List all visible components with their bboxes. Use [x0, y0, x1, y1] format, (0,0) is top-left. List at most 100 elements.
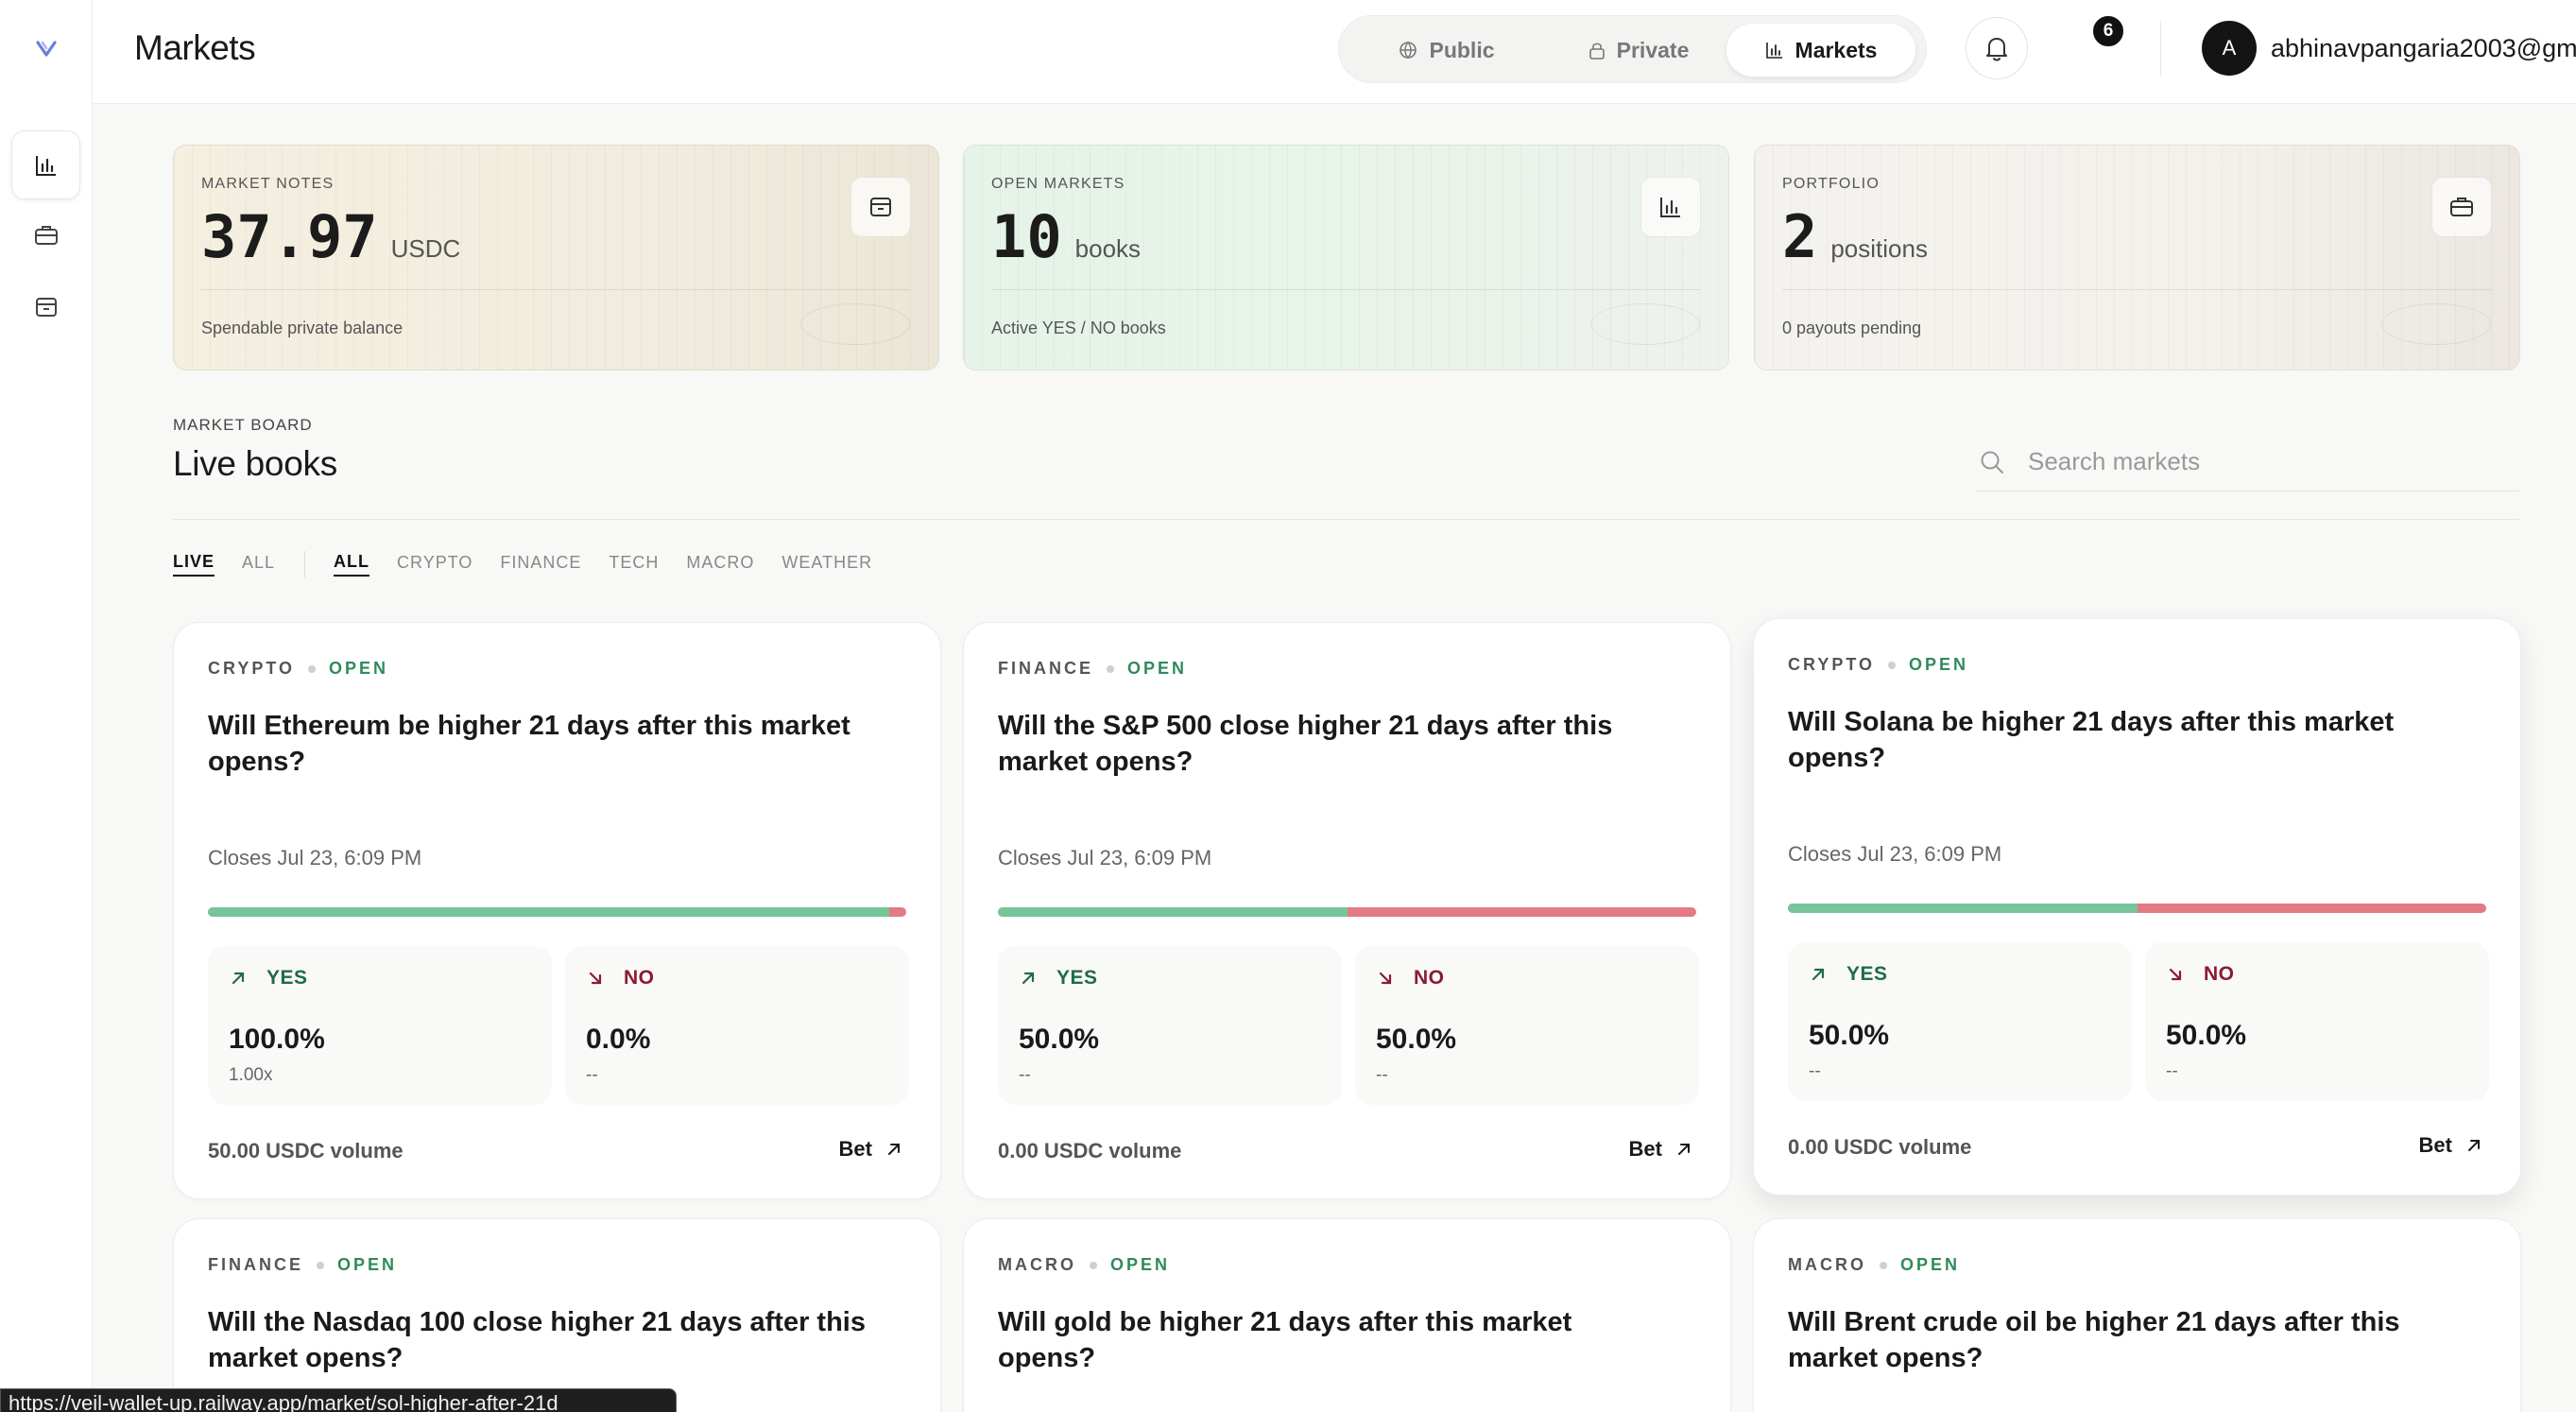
- market-question[interactable]: Will Solana be higher 21 days after this…: [1788, 707, 2395, 773]
- stat-divider: [1782, 289, 2491, 290]
- board-kicker: MARKET BOARD: [173, 416, 313, 434]
- market-question[interactable]: Will Ethereum be higher 21 days after th…: [208, 711, 850, 777]
- bet-button[interactable]: Bet: [1629, 1137, 1692, 1162]
- option-no-pct: 50.0%: [1376, 1024, 1457, 1055]
- card-meta: CRYPTO OPEN: [1788, 655, 1968, 675]
- tab-public[interactable]: Public: [1362, 24, 1532, 77]
- page-title: Markets: [134, 28, 256, 67]
- market-card[interactable]: MACRO OPEN Will Brent crude oil be highe…: [1753, 1218, 2521, 1412]
- filter-bar: LIVE ALL ALL CRYPTO FINANCE TECH MACRO W…: [173, 550, 900, 578]
- market-card[interactable]: FINANCE OPEN Will the Nasdaq 100 close h…: [173, 1218, 941, 1412]
- filter-status-all[interactable]: ALL: [242, 553, 276, 572]
- market-question[interactable]: Will the S&P 500 close higher 21 days af…: [998, 711, 1613, 777]
- briefcase-icon: [34, 225, 58, 245]
- filter-category-all[interactable]: ALL: [334, 552, 370, 577]
- arrow-down-right-icon: [2169, 968, 2182, 981]
- logo-icon[interactable]: [32, 34, 60, 62]
- option-yes-odds: --: [1809, 1061, 1821, 1081]
- card-meta: FINANCE OPEN: [208, 1255, 397, 1275]
- option-yes-label: YES: [1056, 967, 1098, 989]
- card-meta: CRYPTO OPEN: [208, 659, 388, 679]
- card-status: OPEN: [1127, 659, 1188, 678]
- stat-value-group: 37.97 USDC: [201, 202, 460, 271]
- bet-label: Bet: [2418, 1133, 2452, 1157]
- option-no-head: NO: [1376, 967, 1445, 990]
- wallet-icon: [870, 198, 891, 216]
- search-icon: [1981, 451, 2003, 474]
- card-status: OPEN: [337, 1255, 398, 1274]
- stat-label: MARKET NOTES: [201, 176, 335, 192]
- market-card[interactable]: FINANCE OPEN Will the S&P 500 close high…: [963, 622, 1731, 1199]
- filter-weather[interactable]: WEATHER: [781, 553, 873, 572]
- option-yes-pct: 100.0%: [229, 1024, 325, 1055]
- stat-value-group: 10 books: [991, 202, 1141, 271]
- decorative-oval: [1590, 303, 1700, 345]
- card-category: FINANCE: [998, 659, 1093, 678]
- sidebar-item-markets[interactable]: [11, 130, 80, 199]
- filter-crypto[interactable]: CRYPTO: [397, 553, 473, 572]
- option-no-head: NO: [2166, 963, 2235, 986]
- stat-value: 10: [991, 202, 1062, 271]
- option-yes-pct: 50.0%: [1019, 1024, 1100, 1055]
- market-card[interactable]: CRYPTO OPEN Will Solana be higher 21 day…: [1753, 618, 2521, 1196]
- sidebar-item-wallet[interactable]: [11, 272, 80, 341]
- option-no[interactable]: NO 50.0% --: [2145, 942, 2489, 1101]
- option-yes-label: YES: [266, 967, 308, 989]
- meta-dot: [1107, 664, 1114, 673]
- stat-card-portfolio: PORTFOLIO 2 positions 0 payouts pending: [1754, 145, 2520, 370]
- probability-yes-fill: [208, 907, 889, 917]
- search-bar[interactable]: [1975, 433, 2519, 491]
- board-divider: [173, 519, 2519, 520]
- option-yes[interactable]: YES 50.0% --: [998, 946, 1342, 1105]
- filter-macro[interactable]: MACRO: [686, 553, 755, 572]
- probability-yes-fill: [998, 907, 1348, 917]
- market-question[interactable]: Will the Nasdaq 100 close higher 21 days…: [208, 1307, 866, 1373]
- market-close-time: Closes Jul 23, 6:09 PM: [998, 846, 1212, 870]
- stat-icon-box: [1640, 177, 1701, 237]
- sidebar-item-portfolio[interactable]: [11, 200, 80, 269]
- filter-live[interactable]: LIVE: [173, 552, 215, 577]
- avatar[interactable]: A: [2202, 21, 2257, 76]
- card-status: OPEN: [1900, 1255, 1961, 1274]
- option-no[interactable]: NO 0.0% --: [565, 946, 909, 1105]
- header-divider: [2160, 21, 2161, 76]
- card-category: MACRO: [998, 1255, 1076, 1274]
- option-yes-head: YES: [229, 967, 308, 990]
- search-input[interactable]: [2028, 447, 2482, 476]
- status-url-tooltip: https://veil-wallet-up.railway.app/marke…: [0, 1388, 677, 1412]
- sidebar: [0, 0, 93, 1412]
- market-question[interactable]: Will Brent crude oil be higher 21 days a…: [1788, 1307, 2400, 1373]
- market-volume: 0.00 USDC volume: [998, 1139, 1182, 1162]
- stat-card-open-markets: OPEN MARKETS 10 books Active YES / NO bo…: [963, 145, 1729, 370]
- stat-unit: positions: [1830, 234, 1928, 263]
- tab-markets[interactable]: Markets: [1726, 24, 1915, 77]
- bet-button[interactable]: Bet: [2419, 1133, 2482, 1158]
- arrow-down-right-icon: [589, 972, 602, 985]
- stat-subtitle: Spendable private balance: [201, 319, 404, 337]
- bell-icon: [1986, 38, 2007, 61]
- top-header: Markets Public Private Markets: [93, 0, 2576, 104]
- meta-dot: [1090, 1261, 1097, 1269]
- user-email[interactable]: abhinavpangaria2003@gmail.com: [2271, 34, 2576, 62]
- probability-bar: [998, 907, 1696, 917]
- option-no-pct: 50.0%: [2166, 1020, 2247, 1051]
- bet-button[interactable]: Bet: [839, 1137, 902, 1162]
- chart-icon: [1660, 198, 1680, 217]
- option-yes-pct: 50.0%: [1809, 1020, 1890, 1051]
- tab-private[interactable]: Private: [1549, 24, 1728, 77]
- lock-icon: [1589, 43, 1605, 60]
- filter-tech[interactable]: TECH: [609, 553, 660, 572]
- view-switcher: Public Private Markets: [1338, 15, 1927, 83]
- market-card[interactable]: MACRO OPEN Will gold be higher 21 days a…: [963, 1218, 1731, 1412]
- bet-label: Bet: [1628, 1137, 1662, 1161]
- stat-value: 2: [1782, 202, 1818, 271]
- option-yes[interactable]: YES 100.0% 1.00x: [208, 946, 552, 1105]
- option-no[interactable]: NO 50.0% --: [1355, 946, 1699, 1105]
- notifications-button[interactable]: [1966, 17, 2028, 79]
- market-question[interactable]: Will gold be higher 21 days after this m…: [998, 1307, 1572, 1373]
- option-yes[interactable]: YES 50.0% --: [1788, 942, 2132, 1101]
- market-card[interactable]: CRYPTO OPEN Will Ethereum be higher 21 d…: [173, 622, 941, 1199]
- filter-finance[interactable]: FINANCE: [500, 553, 582, 572]
- card-meta: MACRO OPEN: [1788, 1255, 1960, 1275]
- stat-divider: [991, 289, 1700, 290]
